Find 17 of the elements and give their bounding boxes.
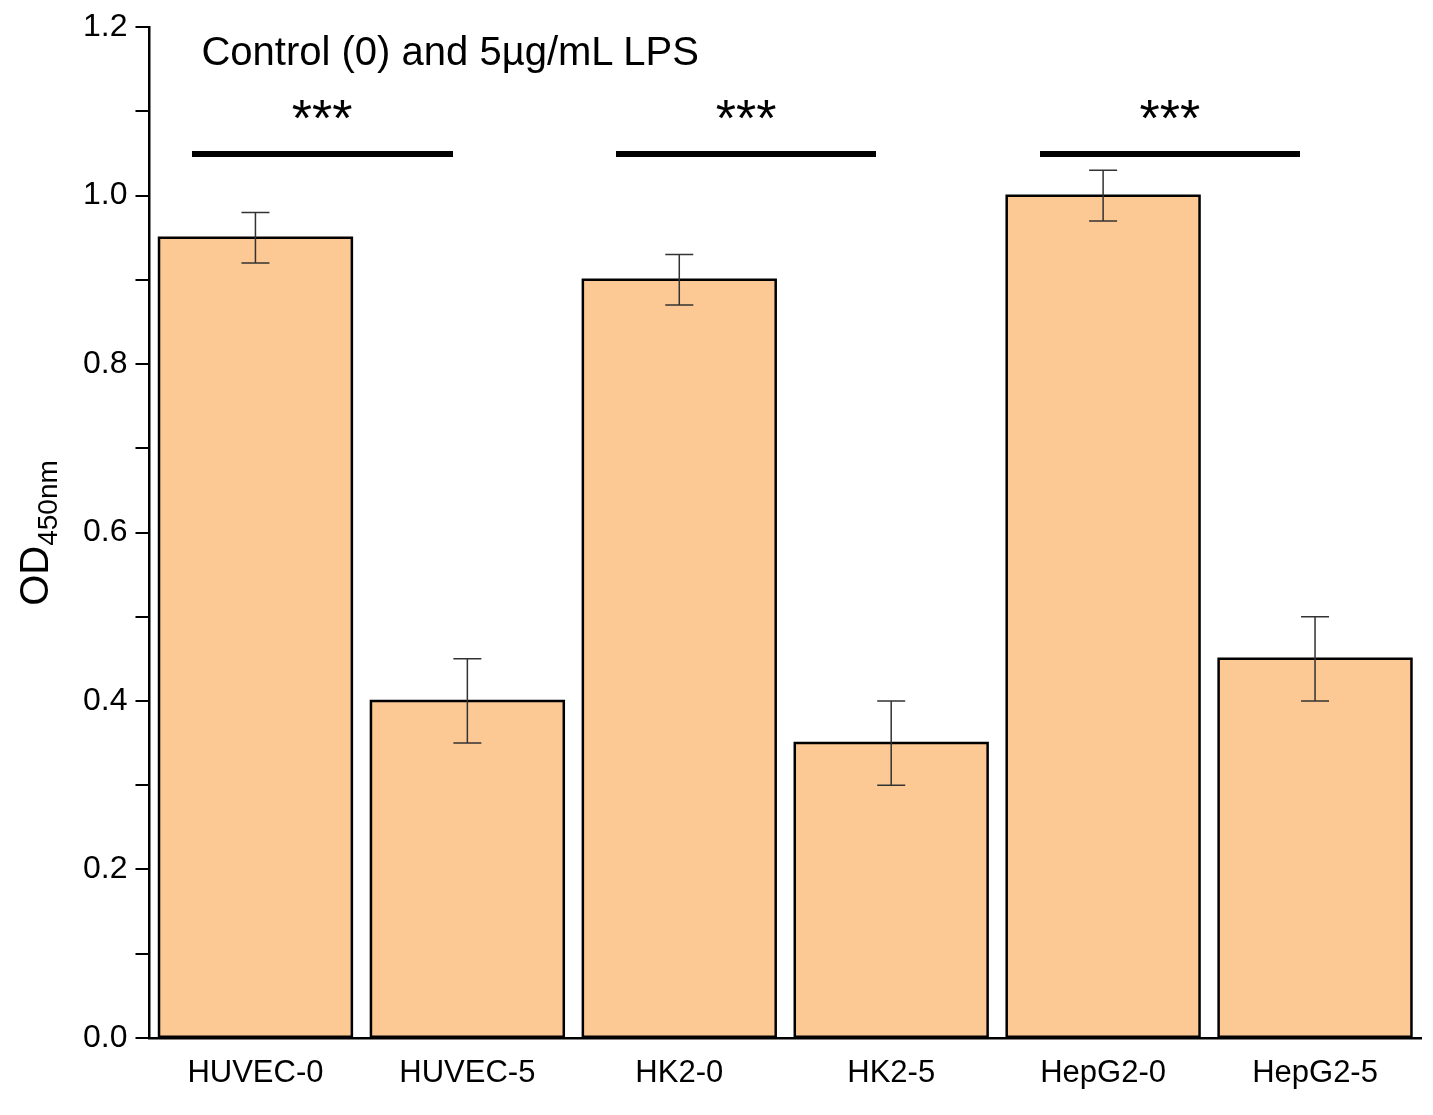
x-tick-label: HK2-0 (635, 1053, 724, 1089)
x-tick-label: HUVEC-5 (399, 1053, 536, 1089)
annotation: *** (1139, 88, 1201, 147)
y-tick-label: 1.0 (83, 175, 128, 212)
annotation: *** (291, 88, 353, 147)
annotation: *** (715, 88, 777, 147)
x-tick-label: HepG2-0 (1040, 1053, 1167, 1089)
x-tick-label: HUVEC-0 (187, 1053, 324, 1089)
x-tick-label: HepG2-5 (1252, 1053, 1378, 1089)
y-tick-label: 0.4 (83, 680, 128, 717)
y-tick-label: 0.0 (83, 1017, 128, 1054)
y-tick-label: 0.8 (83, 343, 128, 380)
y-tick-label: 0.2 (83, 849, 128, 886)
chart-title: Control (0) and 5µg/mL LPS (201, 29, 699, 75)
x-tick-label: HK2-5 (847, 1053, 936, 1089)
y-tick-label: 1.2 (83, 7, 128, 44)
y-tick-label: 0.6 (83, 512, 128, 549)
